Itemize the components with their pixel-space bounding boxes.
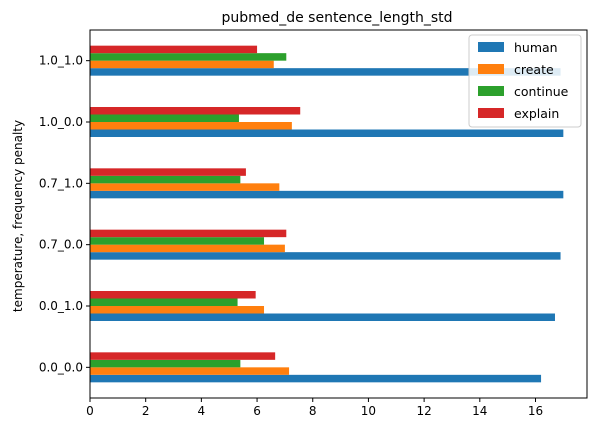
legend-swatch-continue	[478, 86, 504, 96]
bar-create-0.0_0.0	[90, 367, 290, 375]
bar-explain-0.7_1.0	[90, 168, 246, 176]
plot-frame	[89, 29, 588, 399]
x-tick-label: 0	[86, 404, 94, 418]
bar-explain-1.0_1.0	[90, 45, 258, 54]
bar-explain-0.0_0.0	[90, 352, 276, 360]
bar-explain-1.0_0.0	[90, 107, 301, 115]
x-tick-label: 6	[253, 404, 261, 418]
bar-explain-0.0_1.0	[90, 291, 256, 299]
legend-label-create: create	[514, 62, 554, 77]
y-axis-label: temperature, frequency penalty	[11, 120, 25, 312]
legend-label-explain: explain	[514, 106, 559, 121]
bar-create-1.0_0.0	[90, 122, 292, 130]
bar-explain-0.7_0.0	[90, 229, 287, 238]
legend-swatch-explain	[478, 108, 504, 118]
legend-swatch-create	[478, 64, 504, 74]
bar-continue-0.7_0.0	[90, 237, 265, 245]
y-tick-label: 0.0_0.0	[39, 360, 83, 374]
bar-human-0.7_0.0	[90, 252, 561, 260]
bar-continue-0.7_1.0	[90, 175, 241, 184]
x-tick-label: 12	[416, 404, 431, 418]
chart-title: pubmed_de sentence_length_std	[221, 10, 452, 26]
bar-human-0.0_1.0	[90, 313, 555, 321]
bar-create-0.7_0.0	[90, 244, 285, 253]
legend-label-continue: continue	[514, 84, 569, 99]
ticks-layer: 0.0_0.0 0.0_1.0 0.7_0.0 0.7_1.0 1.0_0.0 1.0_1…	[39, 54, 543, 418]
x-tick-label: 16	[528, 404, 543, 418]
legend: human create continue explain	[468, 34, 582, 128]
bar-human-1.0_0.0	[90, 129, 564, 137]
bars-layer	[90, 45, 564, 383]
bar-create-1.0_1.0	[90, 60, 274, 69]
bar-create-0.0_1.0	[90, 306, 265, 314]
bar-continue-1.0_1.0	[90, 53, 287, 61]
legend-swatch-human	[478, 42, 504, 52]
bar-human-0.7_1.0	[90, 190, 564, 199]
x-tick-label: 4	[198, 404, 206, 418]
bar-human-1.0_1.0	[90, 68, 561, 76]
x-tick-label: 8	[309, 404, 317, 418]
x-tick-label: 2	[142, 404, 150, 418]
bar-human-0.0_0.0	[90, 374, 542, 383]
bar-continue-0.0_0.0	[90, 359, 241, 368]
legend-box	[468, 34, 582, 128]
y-tick-label: 1.0_0.0	[39, 115, 83, 129]
y-tick-label: 0.7_0.0	[39, 238, 83, 252]
legend-label-human: human	[514, 40, 558, 55]
y-tick-label: 0.0_1.0	[39, 299, 83, 313]
bar-continue-0.0_1.0	[90, 298, 238, 306]
y-tick-label: 0.7_1.0	[39, 176, 83, 190]
bar-continue-1.0_0.0	[90, 114, 239, 122]
y-tick-label: 1.0_1.0	[39, 54, 83, 68]
x-tick-label: 14	[472, 404, 487, 418]
x-tick-label: 10	[361, 404, 376, 418]
bar-create-0.7_1.0	[90, 183, 280, 191]
